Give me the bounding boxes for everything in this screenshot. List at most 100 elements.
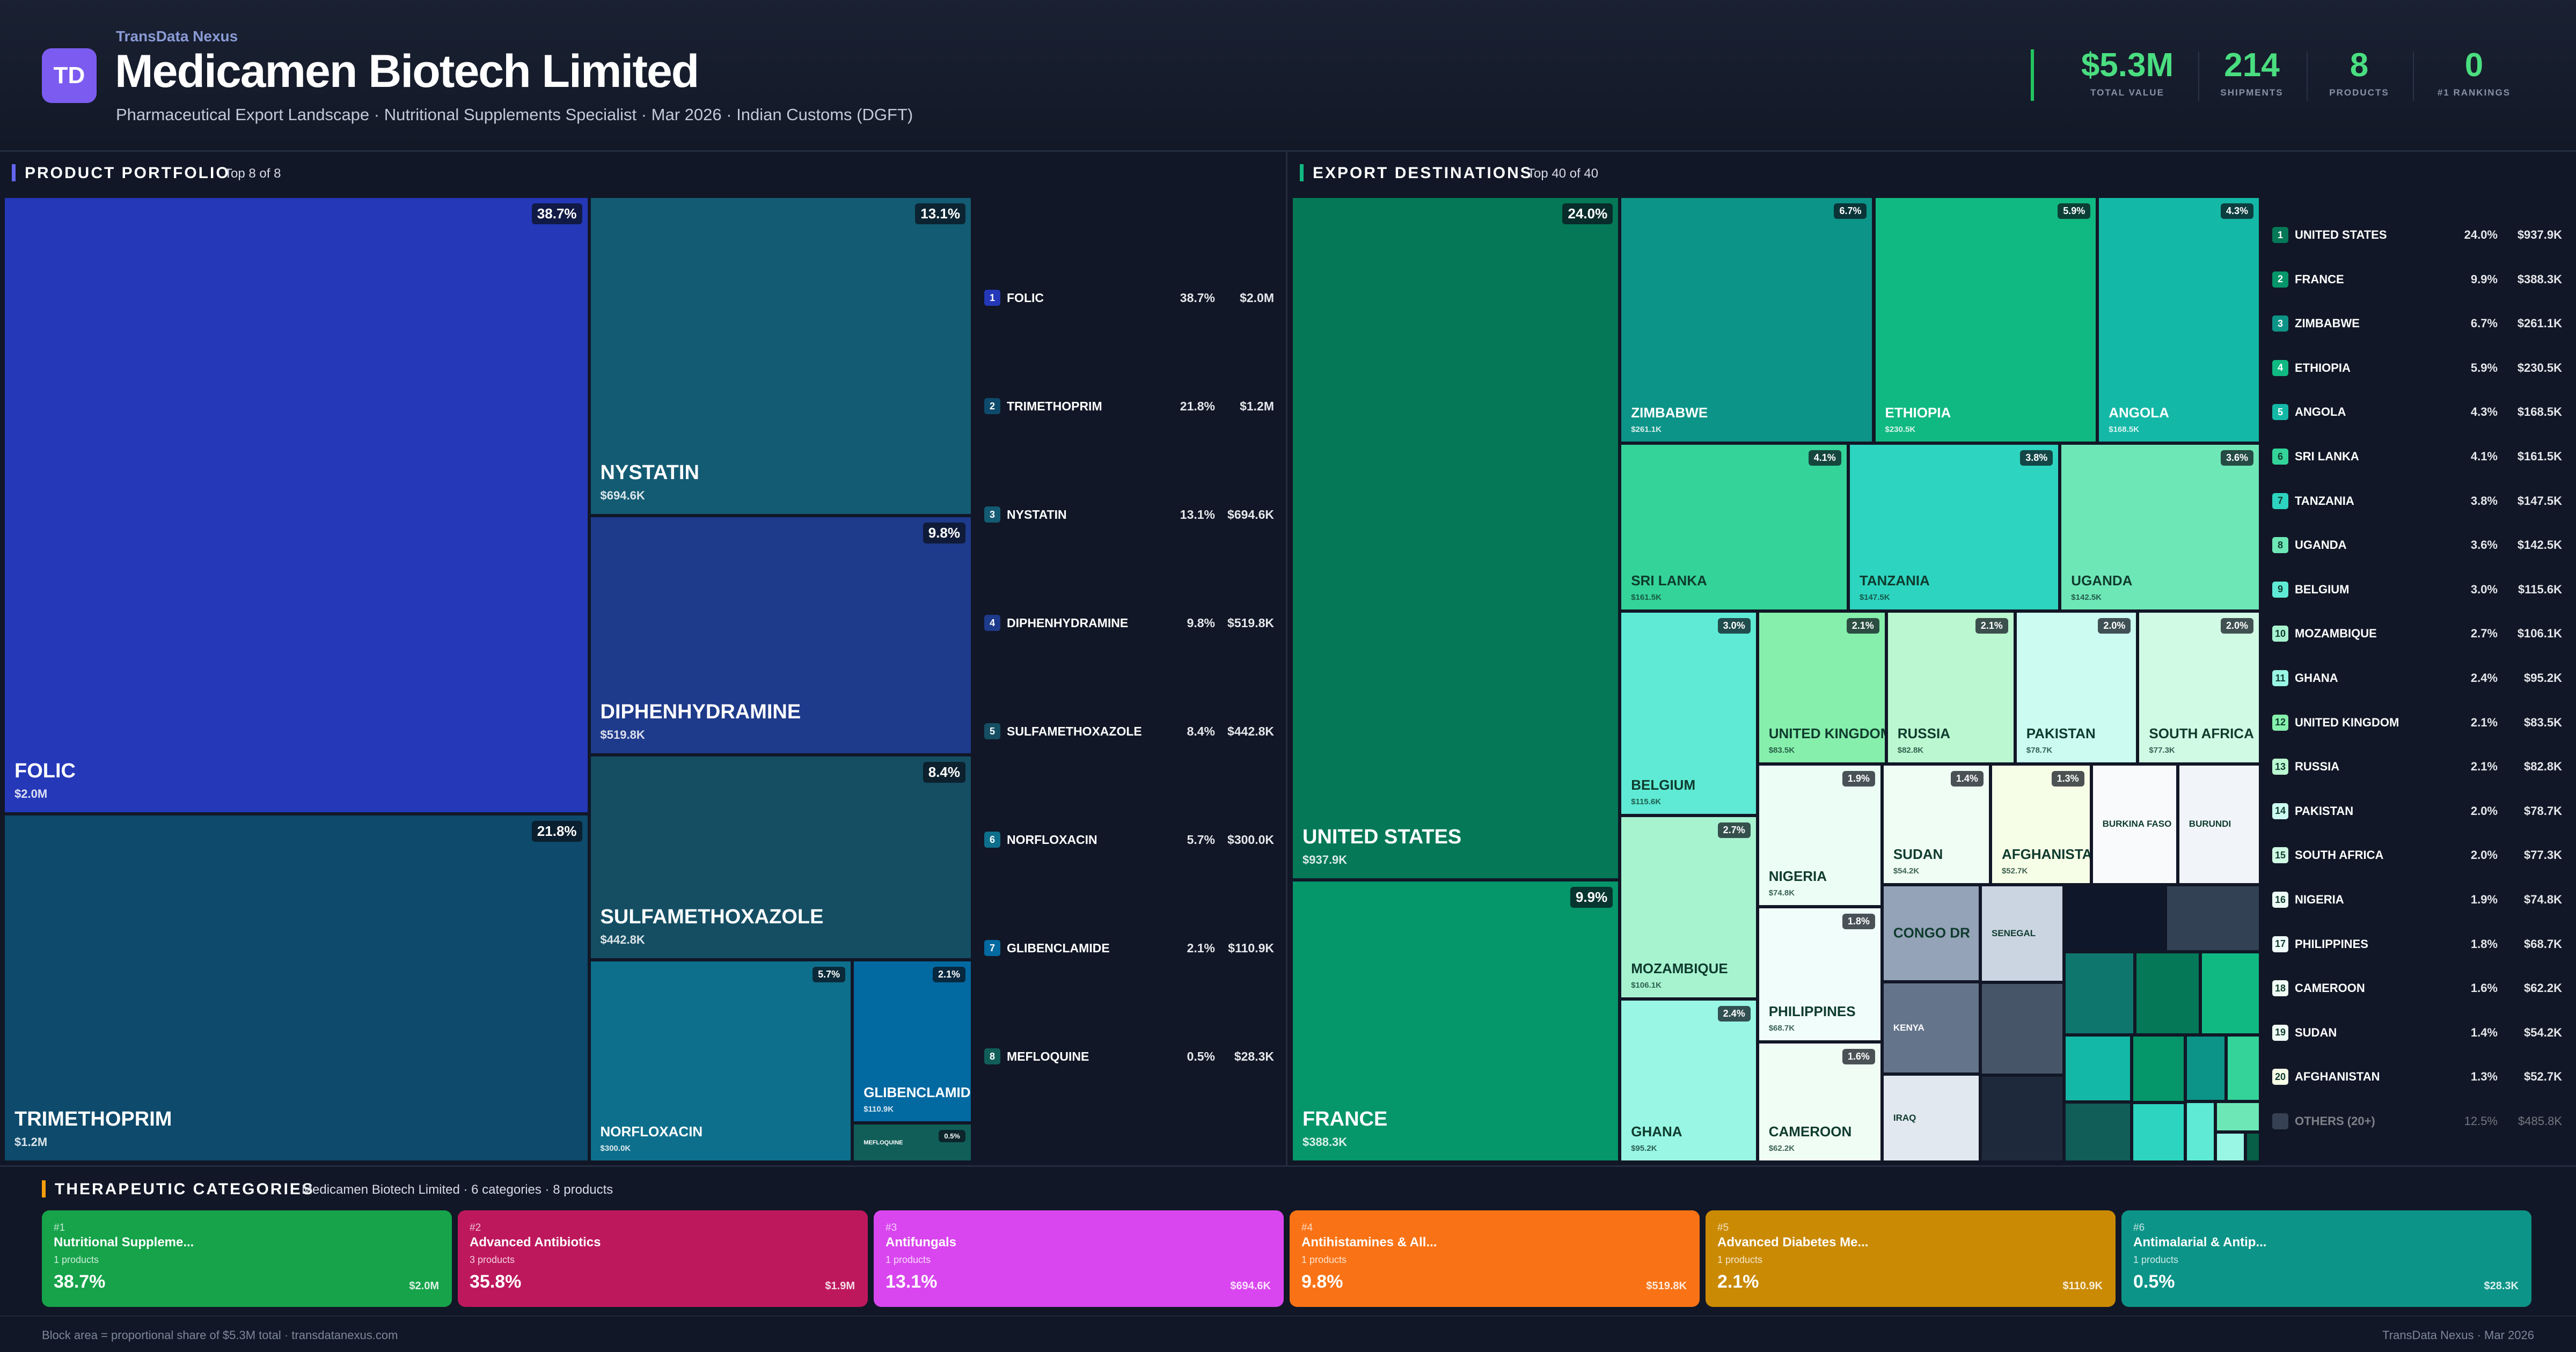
product-value: $28.3K: [1234, 1049, 1274, 1063]
category-card[interactable]: #1 Nutritional Suppleme... 1 products 38.7%…: [42, 1210, 452, 1307]
destination-tile-minor: [1980, 982, 2064, 1075]
categories-accent-bar: [42, 1180, 46, 1197]
destination-tile-value: $62.2K: [1768, 1143, 1795, 1153]
category-card[interactable]: #5 Advanced Diabetes Me... 1 products 2.1% $…: [1706, 1210, 2116, 1307]
category-name: Antifungals: [885, 1235, 956, 1250]
destination-tile-burkina-faso: BURKINA FASO: [2091, 763, 2178, 885]
rank-badge: 19: [2272, 1024, 2288, 1041]
destination-name: CAMEROON: [2295, 981, 2365, 995]
category-value: $519.8K: [1646, 1280, 1687, 1292]
destination-list-item: 16 NIGERIA 1.9% $74.8K: [2272, 892, 2562, 908]
rank-badge: 7: [984, 940, 1000, 956]
product-value: $300.0K: [1227, 832, 1274, 847]
destination-value: $78.7K: [2524, 804, 2562, 818]
destination-list-item: 18 CAMEROON 1.6% $62.2K: [2272, 980, 2562, 997]
brand-name: TransData Nexus: [116, 28, 238, 45]
destination-list-item: 19 SUDAN 1.4% $54.2K: [2272, 1024, 2562, 1041]
rank-badge: 14: [2272, 803, 2288, 819]
stat-value: 8: [2350, 47, 2369, 84]
destination-list-item: 17 PHILIPPINES 1.8% $68.7K: [2272, 936, 2562, 952]
destination-tile-name: UGANDA: [2071, 572, 2133, 589]
destination-pct: 2.4%: [2470, 671, 2498, 685]
portfolio-list-item: 3 NYSTATIN 13.1% $694.6K: [984, 506, 1274, 523]
destination-tile-kenya: KENYA: [1882, 981, 1980, 1075]
portfolio-tile-diphenhydramine: 9.8% DIPHENHYDRAMINE $519.8K: [589, 516, 972, 755]
portfolio-tile-nystatin: 13.1% NYSTATIN $694.6K: [589, 196, 972, 516]
destination-tile-name: CAMEROON: [1768, 1123, 1852, 1140]
panel-divider: [1286, 151, 1287, 1165]
destination-tile-pct: 9.9%: [1570, 887, 1613, 908]
category-rank: #5: [1717, 1222, 1729, 1233]
product-value: $694.6K: [1227, 507, 1274, 521]
category-name: Advanced Diabetes Me...: [1717, 1235, 1869, 1250]
destination-pct: 2.0%: [2470, 804, 2498, 818]
portfolio-list-item: 1 FOLIC 38.7% $2.0M: [984, 290, 1274, 306]
section-divider: [0, 1165, 2576, 1167]
destination-tile-minor: [1980, 1075, 2064, 1162]
category-card[interactable]: #2 Advanced Antibiotics 3 products 35.8% $1.…: [458, 1210, 868, 1307]
destination-tile-name: PHILIPPINES: [1768, 1003, 1856, 1019]
stat-label: PRODUCTS: [2329, 87, 2389, 98]
destination-value: $142.5K: [2517, 538, 2562, 552]
destination-name: SOUTH AFRICA: [2295, 848, 2384, 862]
portfolio-list-item: 7 GLIBENCLAMIDE 2.1% $110.9K: [984, 940, 1274, 956]
product-value: $1.2M: [1240, 399, 1274, 413]
destination-tile-name: SENEGAL: [1992, 928, 2036, 939]
destination-tile-pct: 3.8%: [2020, 450, 2053, 466]
destination-list-item: 5 ANGOLA 4.3% $168.5K: [2272, 404, 2562, 421]
logo: TD: [42, 48, 97, 103]
portfolio-list-item: 5 SULFAMETHOXAZOLE 8.4% $442.8K: [984, 723, 1274, 739]
rank-badge: 6: [2272, 449, 2288, 465]
portfolio-tile-glibenclamide: 2.1% GLIBENCLAMIDE $110.9K: [852, 959, 972, 1123]
category-card[interactable]: #6 Antimalarial & Antip... 1 products 0.5% $…: [2121, 1210, 2531, 1307]
page-subtitle: Pharmaceutical Export Landscape · Nutrit…: [116, 105, 913, 124]
destination-tile-name: SOUTH AFRICA: [2149, 725, 2254, 741]
category-pct: 9.8%: [1301, 1272, 1343, 1292]
destination-value: $388.3K: [2517, 272, 2562, 286]
destination-tile-value: $78.7K: [2026, 745, 2053, 755]
destination-pct: 12.5%: [2464, 1114, 2498, 1128]
portfolio-tile-mefloquine: 0.5% MEFLOQUINE: [852, 1123, 972, 1162]
destination-tile-value: $95.2K: [1631, 1143, 1657, 1153]
destination-value: $68.7K: [2524, 937, 2562, 951]
destination-pct: 6.7%: [2470, 317, 2498, 330]
destination-tile-value: $142.5K: [2071, 593, 2102, 602]
destination-value: $161.5K: [2517, 450, 2562, 463]
stat-value: $5.3M: [2081, 47, 2174, 84]
destination-tile-pct: 1.8%: [1842, 913, 1875, 929]
destination-name: SUDAN: [2295, 1025, 2337, 1039]
portfolio-tile-name: SULFAMETHOXAZOLE: [600, 905, 824, 928]
header: TD TransData Nexus Medicamen Biotech Lim…: [0, 0, 2576, 152]
rank-badge: 6: [984, 832, 1000, 848]
rank-badge: 15: [2272, 847, 2288, 864]
destination-list-item: 7 TANZANIA 3.8% $147.5K: [2272, 493, 2562, 509]
destination-name: TANZANIA: [2295, 494, 2354, 508]
destination-tile-minor: [2185, 1035, 2227, 1102]
destination-name: ANGOLA: [2295, 405, 2346, 419]
destination-tile-minor: [2245, 1131, 2260, 1162]
category-count: 1 products: [885, 1254, 931, 1265]
portfolio-tile-folic: 38.7% FOLIC $2.0M: [3, 196, 589, 814]
destination-pct: 3.6%: [2470, 538, 2498, 552]
destination-pct: 24.0%: [2464, 228, 2498, 241]
destination-list-item: 9 BELGIUM 3.0% $115.6K: [2272, 581, 2562, 598]
category-card[interactable]: #4 Antihistamines & All... 1 products 9.8% $…: [1290, 1210, 1700, 1307]
destination-tile-pct: 2.0%: [2098, 618, 2131, 634]
destination-tile-value: $261.1K: [1631, 425, 1662, 435]
category-card[interactable]: #3 Antifungals 1 products 13.1% $694.6K: [874, 1210, 1284, 1307]
destination-list-item: 8 UGANDA 3.6% $142.5K: [2272, 537, 2562, 554]
destination-list-item: 1 UNITED STATES 24.0% $937.9K: [2272, 227, 2562, 243]
category-rank: #1: [54, 1222, 65, 1233]
destination-list-item: 6 SRI LANKA 4.1% $161.5K: [2272, 449, 2562, 465]
destination-list-item: 20 AFGHANISTAN 1.3% $52.7K: [2272, 1069, 2562, 1085]
destination-tile-name: SUDAN: [1893, 846, 1943, 862]
product-name: FOLIC: [1007, 290, 1044, 305]
destination-pct: 9.9%: [2470, 272, 2498, 286]
destination-tile-belgium: 3.0% BELGIUM $115.6K: [1620, 611, 1758, 815]
category-pct: 13.1%: [885, 1272, 938, 1292]
destination-tile-pct: 4.1%: [1808, 450, 1841, 466]
destination-value: $82.8K: [2524, 760, 2562, 774]
destination-tile-ghana: 2.4% GHANA $95.2K: [1620, 998, 1758, 1162]
portfolio-tile-name: FOLIC: [14, 760, 76, 783]
destination-tile-united-kingdom: 2.1% UNITED KINGDOM $83.5K: [1757, 611, 1886, 764]
